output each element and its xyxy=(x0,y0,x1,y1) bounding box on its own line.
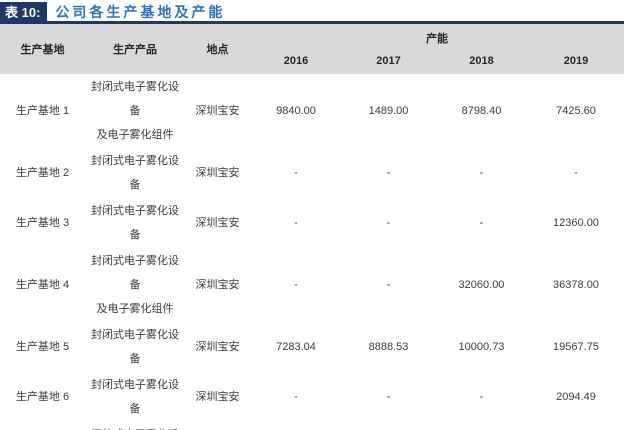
table-row: 生产基地 2 封闭式电子雾化设备 深圳宝安 - - - - xyxy=(0,148,624,198)
capacity-value-2016: - xyxy=(294,279,298,291)
capacity-value-2017: 8888.53 xyxy=(368,341,409,353)
capacity-value-2018: 840.00 xyxy=(435,422,528,430)
capacity-value-2016: - xyxy=(294,391,298,403)
capacity-value-2019: 2094.49 xyxy=(556,391,596,403)
product-line: 开放式电子雾化设备 xyxy=(87,423,183,430)
location-cell: 深圳宝安 xyxy=(195,391,240,403)
location-cell: 深圳宝安 xyxy=(195,105,240,117)
header-row-years: 2016 2017 2018 2019 xyxy=(0,48,624,74)
capacity-value-2017: - xyxy=(386,217,391,229)
col-header-base: 生产基地 xyxy=(0,24,85,74)
table-title: 公司各生产基地及产能 xyxy=(55,3,226,20)
capacity-value-2018: - xyxy=(479,217,484,229)
capacity-value-2019: - xyxy=(574,167,578,179)
product-cell: 封闭式电子雾化设备 xyxy=(85,148,185,198)
location-cell: 深圳宝安 xyxy=(185,422,250,430)
capacity-value-2019: 12360.00 xyxy=(553,217,599,229)
table-number-tag: 表 10: xyxy=(0,2,48,21)
capacity-value-2018: - xyxy=(479,391,484,403)
product-cell: 开放式电子雾化设备 xyxy=(85,422,185,430)
product-cell: 封闭式电子雾化设备 xyxy=(85,198,185,248)
capacity-value-2017: - xyxy=(386,167,391,179)
capacity-value-2019: 7425.60 xyxy=(556,105,596,117)
col-header-year-2016: 2016 xyxy=(250,48,342,74)
capacity-value-2016: - xyxy=(294,167,298,179)
table-row: 生产基地 7开放式电子雾化设备深圳宝安--840.002535.00 xyxy=(0,422,624,430)
table-row: 生产基地 1 封闭式电子雾化设备 及电子雾化组件 深圳宝安 9840.00 1489.00… xyxy=(0,74,624,148)
table-row: 生产基地 5 封闭式电子雾化设备 深圳宝安 7283.04 8888.53 10000.7… xyxy=(0,322,624,372)
col-header-product: 生产产品 xyxy=(85,24,185,74)
capacity-value-2018: 8798.40 xyxy=(461,105,502,117)
product-cell: 封闭式电子雾化设备 xyxy=(85,322,185,372)
capacity-value-2016: - xyxy=(294,217,298,229)
capacity-table: 生产基地 生产产品 地点 产能 2016 2017 2018 2019 生产基地 1 封… xyxy=(0,24,624,430)
base-cell: 生产基地 6 xyxy=(15,391,70,403)
base-cell: 生产基地 3 xyxy=(15,217,70,229)
base-cell: 生产基地 4 xyxy=(15,279,70,291)
product-cell: 封闭式电子雾化设备 xyxy=(85,372,185,422)
table-title-bar: 表 10: 公司各生产基地及产能 xyxy=(0,2,624,24)
capacity-value-2018: 32060.00 xyxy=(458,279,505,291)
capacity-value-2018: 10000.73 xyxy=(458,341,505,353)
capacity-value-2019: 36378.00 xyxy=(553,279,599,291)
capacity-value-2017: - xyxy=(386,279,391,291)
header-row-group: 生产基地 生产产品 地点 产能 xyxy=(0,24,624,74)
product-line: 封闭式电子雾化设备 xyxy=(91,255,179,291)
location-cell: 深圳宝安 xyxy=(195,341,240,353)
product-line: 封闭式电子雾化设备 xyxy=(91,81,179,117)
location-cell: 深圳宝安 xyxy=(195,167,240,179)
base-cell: 生产基地 7 xyxy=(0,422,85,430)
product-line: 及电子雾化组件 xyxy=(96,129,174,141)
base-cell: 生产基地 1 xyxy=(15,105,70,117)
product-cell: 封闭式电子雾化设备及电子雾化组件 xyxy=(85,74,185,148)
capacity-value-2017: - xyxy=(342,422,435,430)
capacity-value-2017: 1489.00 xyxy=(368,105,409,117)
capacity-value-2018: - xyxy=(479,167,484,179)
table-row: 生产基地 3 封闭式电子雾化设备 深圳宝安 - - - 12360.00 xyxy=(0,198,624,248)
base-cell: 生产基地 2 xyxy=(15,167,70,179)
product-line: 封闭式电子雾化设备 xyxy=(91,329,179,365)
table-row: 生产基地 4 封闭式电子雾化设备 及电子雾化组件 深圳宝安 - -32060.00 3637… xyxy=(0,248,624,322)
col-header-year-2018: 2018 xyxy=(435,48,528,74)
product-line: 封闭式电子雾化设备 xyxy=(91,155,179,191)
product-line: 及电子雾化组件 xyxy=(96,303,174,315)
col-header-year-2017: 2017 xyxy=(342,48,435,74)
product-line: 封闭式电子雾化设备 xyxy=(91,205,179,241)
product-line: 封闭式电子雾化设备 xyxy=(91,379,179,415)
capacity-value-2019: 19567.75 xyxy=(553,341,599,353)
col-header-location: 地点 xyxy=(185,24,250,74)
col-header-year-2019: 2019 xyxy=(528,48,624,74)
table-row: 生产基地 6 封闭式电子雾化设备 深圳宝安 - - - 2094.49 xyxy=(0,372,624,422)
col-header-capacity-group: 产能 xyxy=(250,24,624,48)
capacity-value-2017: - xyxy=(386,391,391,403)
location-cell: 深圳宝安 xyxy=(195,279,240,291)
capacity-value-2016: 9840.00 xyxy=(276,105,316,117)
capacity-value-2016: 7283.04 xyxy=(276,341,316,353)
location-cell: 深圳宝安 xyxy=(195,217,240,229)
base-cell: 生产基地 5 xyxy=(15,341,70,353)
product-cell: 封闭式电子雾化设备及电子雾化组件 xyxy=(85,248,185,322)
capacity-value-2019: 2535.00 xyxy=(528,422,624,430)
capacity-value-2016: - xyxy=(250,422,342,430)
